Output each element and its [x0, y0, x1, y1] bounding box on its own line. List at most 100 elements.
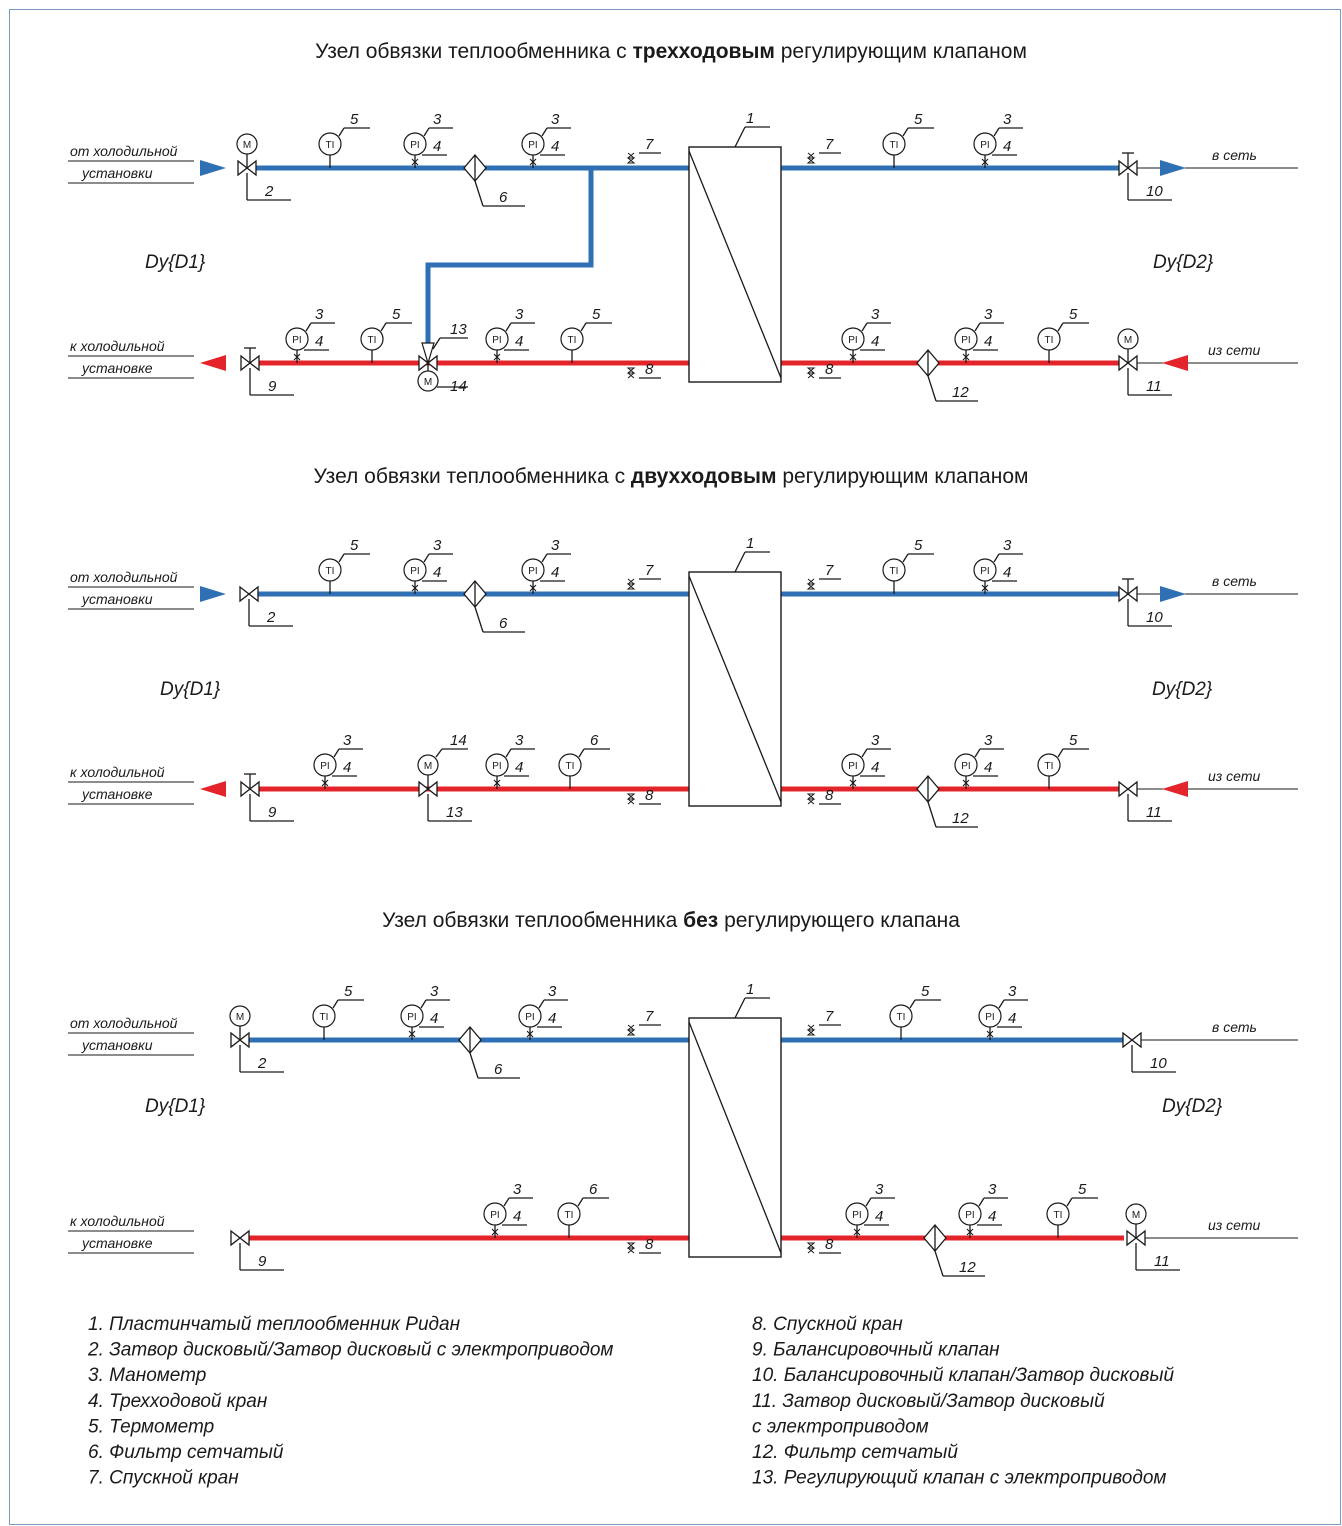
- arrow-right-icon: [200, 160, 226, 176]
- item-number-5: 5: [350, 537, 359, 554]
- pressure-gauge-icon: [521, 558, 545, 582]
- pressure-gauge: PI 3 4: [954, 732, 1004, 789]
- leader-slant: [734, 126, 746, 148]
- motor-label: M: [1124, 335, 1132, 346]
- leader-slant: [577, 1197, 584, 1207]
- item-number-13: 13: [450, 321, 467, 338]
- thermometer-label: TI: [568, 335, 577, 346]
- label-to-chiller: к холодильной установке: [68, 1213, 194, 1254]
- item-number-4: 4: [988, 1208, 996, 1225]
- item-number-3: 3: [875, 1181, 884, 1198]
- pressure-gauge: PI 3 4: [518, 983, 568, 1040]
- thermometer-label: TI: [565, 1210, 574, 1221]
- pressure-gauge: PI 3 4: [483, 1181, 533, 1238]
- thermometer: TI 5: [1037, 732, 1089, 789]
- gauge-label: PI: [528, 566, 537, 577]
- heat-exchanger-diagonal: [688, 1021, 782, 1254]
- leader-slant: [902, 127, 909, 137]
- dn-right-label: Dy{D2}: [1162, 1096, 1223, 1117]
- title-bold: трехходовым: [632, 40, 774, 63]
- label-from-chiller-line1: от холодильной: [70, 569, 178, 585]
- gauge-label: PI: [407, 1012, 416, 1023]
- leader-slant: [420, 999, 427, 1009]
- label-to-chiller: к холодильной установке: [68, 764, 194, 805]
- three-way-cock-icon: [981, 158, 989, 166]
- pressure-gauge-icon: [841, 327, 865, 351]
- scheme-2: Узел обвязки теплообменника с двухходовы…: [68, 465, 1298, 828]
- gauge-label: PI: [292, 335, 301, 346]
- item-number-11: 11: [1154, 1253, 1170, 1270]
- plate-heat-exchanger: 1: [688, 110, 782, 383]
- three-way-cock-icon: [853, 1228, 861, 1236]
- pressure-gauge-icon: [403, 132, 427, 156]
- label-from-chiller: от холодильной установки: [68, 569, 194, 610]
- label-to-chiller-line1: к холодильной: [70, 338, 165, 354]
- strainer: 12: [923, 1223, 985, 1277]
- item-number-1: 1: [746, 981, 754, 998]
- item-number-6: 6: [499, 189, 508, 206]
- motor-label: M: [236, 1012, 244, 1023]
- gauge-label: PI: [980, 566, 989, 577]
- leader-slant: [505, 748, 512, 758]
- item-number-4: 4: [984, 759, 992, 776]
- label-from-network: из сети: [1208, 1217, 1260, 1233]
- pressure-gauge: PI 3 4: [485, 732, 535, 789]
- scheme-title: Узел обвязки теплообменника с двухходовы…: [314, 465, 1029, 488]
- heat-exchanger-diagonal: [688, 575, 782, 803]
- item-number-3: 3: [515, 732, 524, 749]
- three-way-cock-icon: [493, 353, 501, 361]
- label-to-chiller-line1: к холодильной: [70, 1213, 165, 1229]
- gauge-label: PI: [525, 1012, 534, 1023]
- shutoff-valve-11: M 11: [1125, 1203, 1180, 1271]
- item-number-1: 1: [746, 110, 754, 127]
- legend-item: 12. Фильтр сетчатый: [752, 1442, 958, 1463]
- item-number-4: 4: [430, 1010, 438, 1027]
- dn-right-label: Dy{D2}: [1152, 679, 1213, 700]
- item-number-8: 8: [645, 787, 654, 804]
- item-number-5: 5: [914, 537, 923, 554]
- gauge-label: PI: [528, 140, 537, 151]
- pressure-gauge-icon: [973, 558, 997, 582]
- thermometer-label: TI: [890, 566, 899, 577]
- leader-slant: [380, 322, 387, 332]
- thermometer-label: TI: [566, 761, 575, 772]
- arrow-right-icon: [1160, 586, 1186, 602]
- gauge-label: PI: [852, 1210, 861, 1221]
- drain-valve-icon: [807, 1024, 815, 1031]
- scheme-title: Узел обвязки теплообменника без регулиру…: [382, 909, 960, 932]
- legend-item: 5. Термометр: [88, 1416, 214, 1437]
- leader-slant: [734, 551, 746, 573]
- item-number-3: 3: [343, 732, 352, 749]
- motor-actuator-icon: [1117, 328, 1139, 350]
- motor-actuator-icon: [236, 133, 258, 155]
- legend-item: 8. Спускной кран: [752, 1314, 903, 1335]
- leader-slant: [734, 997, 746, 1019]
- thermometer: TI 5: [360, 306, 412, 363]
- legend-item: 11. Затвор дисковый/Затвор дисковый: [752, 1391, 1105, 1412]
- pressure-gauge: PI 3 4: [400, 983, 450, 1040]
- leader-slant: [993, 127, 1000, 137]
- thermometer-icon: [318, 558, 342, 582]
- item-number-3: 3: [315, 306, 324, 323]
- shutoff-valve-2: M2: [236, 133, 291, 201]
- leader-slant: [305, 322, 312, 332]
- leader-slant: [927, 375, 937, 402]
- arrow-left-icon: [1162, 781, 1188, 797]
- dn-right-label: Dy{D2}: [1153, 252, 1214, 273]
- leader-slant: [432, 337, 441, 350]
- title-post: регулирующим клапаном: [776, 465, 1028, 488]
- leader-slant: [902, 553, 909, 563]
- gauge-label: PI: [410, 566, 419, 577]
- drain-valve-icon: [626, 367, 636, 374]
- drain-cock: 8: [626, 1236, 661, 1254]
- item-number-2: 2: [266, 609, 276, 626]
- gauge-label: PI: [985, 1012, 994, 1023]
- drain-valve-icon: [626, 1242, 636, 1249]
- label-to-network: в сеть: [1212, 1019, 1257, 1035]
- drain-valve-icon: [626, 793, 636, 800]
- motor-actuator-icon: [417, 370, 439, 392]
- leader-slant: [1057, 748, 1064, 758]
- item-number-3: 3: [1003, 111, 1012, 128]
- item-number-12: 12: [959, 1259, 976, 1276]
- arrow-right-icon: [200, 586, 226, 602]
